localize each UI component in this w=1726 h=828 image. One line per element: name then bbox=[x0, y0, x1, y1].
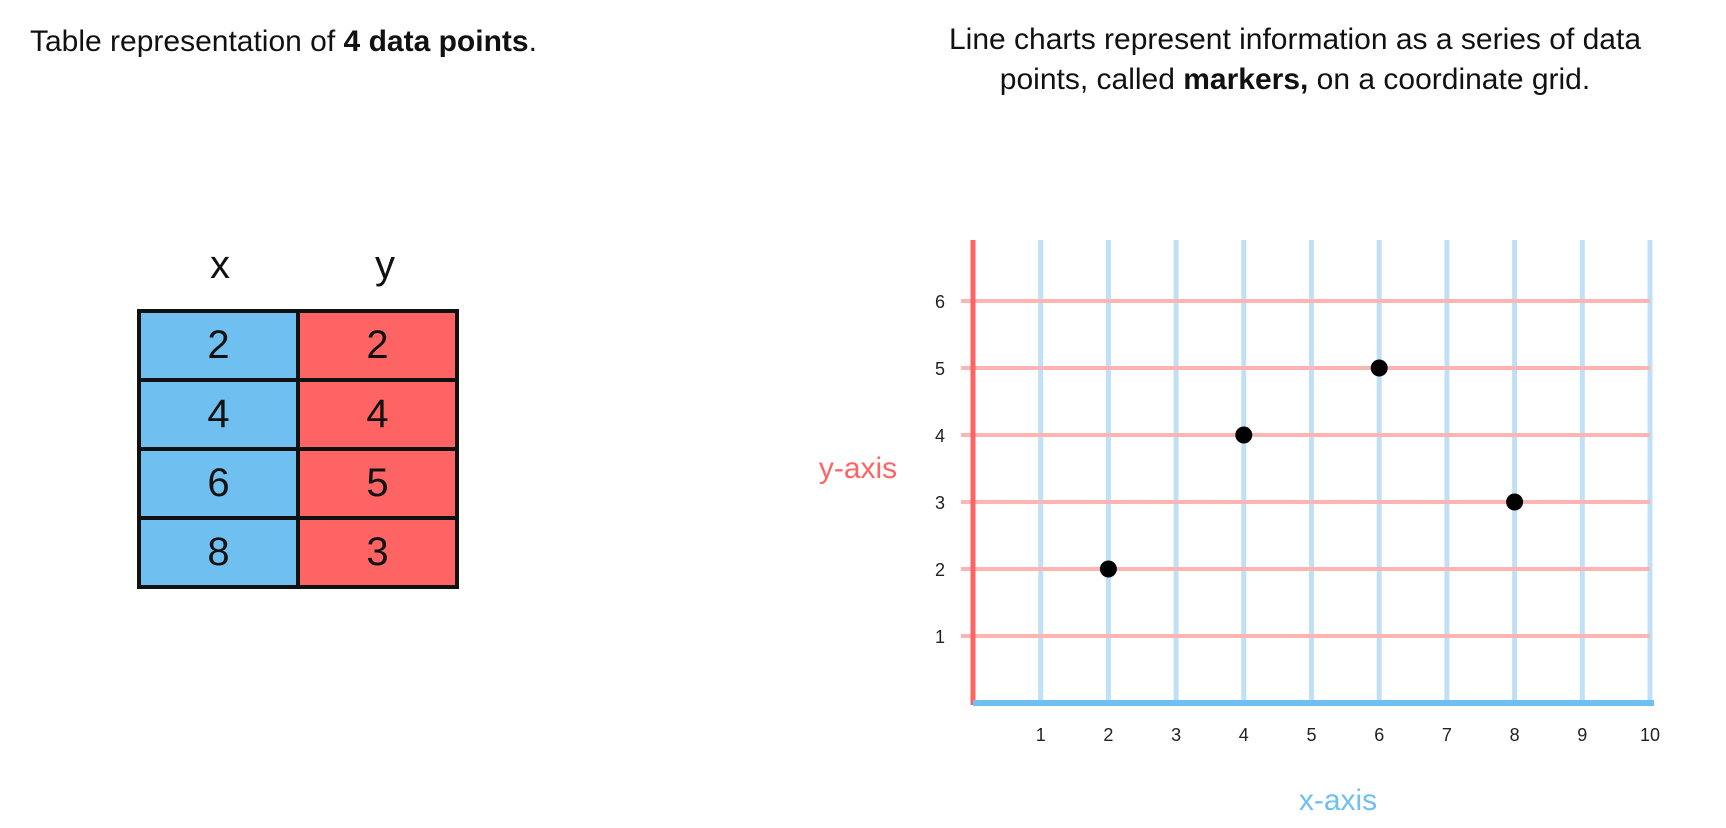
chart-caption-bold: markers, bbox=[1183, 63, 1309, 96]
data-marker bbox=[1099, 560, 1117, 578]
y-tick-label: 1 bbox=[935, 627, 945, 647]
table-header-x: x bbox=[210, 243, 230, 287]
table-cell-x: 8 bbox=[137, 516, 300, 589]
y-tick-label: 6 bbox=[935, 292, 945, 312]
data-marker bbox=[1506, 493, 1524, 511]
x-tick-label: 2 bbox=[1103, 725, 1113, 745]
table-cell-x: 2 bbox=[137, 309, 300, 382]
x-tick-label: 3 bbox=[1171, 725, 1181, 745]
chart-caption-line2-suffix: on a coordinate grid. bbox=[1308, 63, 1591, 96]
y-tick-label: 3 bbox=[935, 493, 945, 513]
x-tick-label: 10 bbox=[1640, 725, 1660, 745]
table-caption: Table representation of 4 data points. bbox=[30, 20, 730, 64]
chart-caption-line2: points, called markers, on a coordinate … bbox=[880, 60, 1710, 100]
table-cell-y: 3 bbox=[296, 516, 459, 589]
data-table: 2 2 4 4 6 5 8 3 bbox=[137, 309, 459, 589]
table-caption-prefix: Table representation of bbox=[30, 25, 344, 58]
table-row: 4 4 bbox=[137, 378, 459, 451]
x-tick-label: 4 bbox=[1239, 725, 1249, 745]
x-tick-label: 7 bbox=[1442, 725, 1452, 745]
y-tick-label: 5 bbox=[935, 359, 945, 379]
table-cell-y: 2 bbox=[296, 309, 459, 382]
table-cell-y: 4 bbox=[296, 378, 459, 451]
table-cell-x: 4 bbox=[137, 378, 300, 451]
table-caption-suffix: . bbox=[528, 25, 537, 58]
y-tick-label: 4 bbox=[935, 426, 945, 446]
table-cell-y: 5 bbox=[296, 447, 459, 520]
y-tick-label: 2 bbox=[935, 560, 945, 580]
chart-caption: Line charts represent information as a s… bbox=[880, 20, 1710, 100]
data-marker bbox=[1370, 359, 1388, 377]
table-header-y: y bbox=[375, 243, 395, 287]
x-tick-label: 1 bbox=[1036, 725, 1046, 745]
table-cell-x: 6 bbox=[137, 447, 300, 520]
table-row: 6 5 bbox=[137, 447, 459, 520]
x-tick-label: 6 bbox=[1374, 725, 1384, 745]
x-tick-label: 5 bbox=[1306, 725, 1316, 745]
table-caption-bold: 4 data points bbox=[343, 25, 529, 58]
x-axis-title: x-axis bbox=[1299, 784, 1377, 817]
table-row: 8 3 bbox=[137, 516, 459, 589]
chart-caption-line1: Line charts represent information as a s… bbox=[948, 23, 1642, 56]
y-axis-title: y-axis bbox=[819, 452, 897, 485]
x-tick-label: 8 bbox=[1510, 725, 1520, 745]
chart-caption-line2-prefix: points, called bbox=[999, 63, 1184, 96]
x-tick-label: 9 bbox=[1577, 725, 1587, 745]
data-marker bbox=[1235, 426, 1253, 444]
table-row: 2 2 bbox=[137, 309, 459, 382]
